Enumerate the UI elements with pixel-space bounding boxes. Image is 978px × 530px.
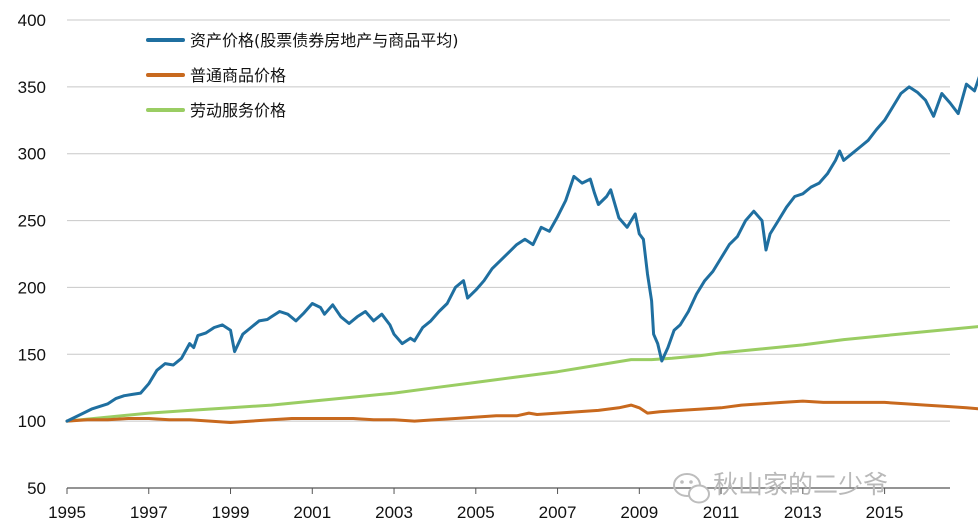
legend-label-0: 资产价格(股票债券房地产与商品平均) [190,31,459,50]
y-tick-label: 50 [27,479,46,498]
y-tick-label: 300 [18,145,46,164]
series-line-1 [65,399,978,424]
x-tick-label: 2013 [784,503,822,522]
x-axis: 1995 1997 1999 2001 2003 2005 2007 2009 2011 2013… [48,487,950,522]
series-lines [65,75,978,424]
x-tick-label: 2015 [866,503,904,522]
series-line-2 [65,325,978,423]
x-tick-label: 2009 [620,503,658,522]
x-tick-label: 1999 [212,503,250,522]
x-tick-label: 2011 [703,503,740,522]
y-tick-label: 400 [18,11,46,30]
y-tick-label: 350 [18,78,46,97]
watermark-text: 秋山家的二少爷 [713,470,888,499]
wechat-icon [673,473,710,504]
x-tick-label: 2005 [457,503,495,522]
y-tick-label: 100 [18,412,46,431]
y-axis: 50 100 150 200 250 300 350 400 [18,11,46,498]
x-tick-label: 2001 [293,503,331,522]
series-line-0 [65,75,978,423]
y-tick-label: 200 [18,278,46,297]
x-tick-label: 1997 [130,503,168,522]
y-tick-label: 250 [18,212,46,231]
x-tick-label: 2007 [539,503,577,522]
x-tick-label: 1995 [48,503,86,522]
legend-label-1: 普通商品价格 [190,66,286,85]
watermark: 秋山家的二少爷 [673,470,888,504]
legend-label-2: 劳动服务价格 [190,101,286,120]
y-tick-label: 150 [18,345,46,364]
gridlines [67,19,950,422]
x-tick-label: 2003 [375,503,413,522]
